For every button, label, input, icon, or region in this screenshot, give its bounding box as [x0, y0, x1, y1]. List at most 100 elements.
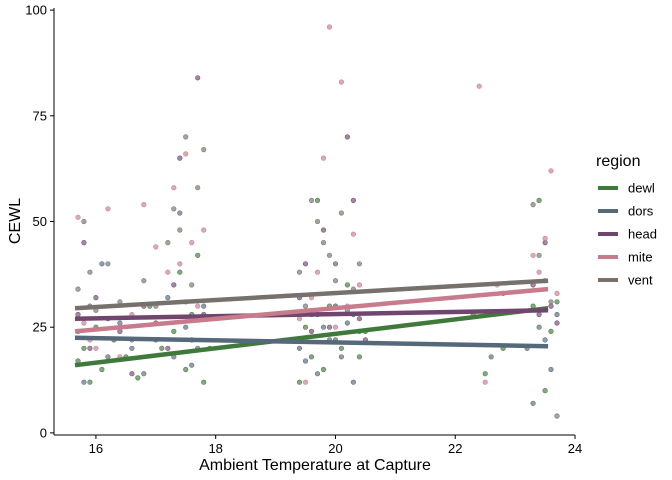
- data-point-dors: [320, 324, 327, 330]
- data-point-vent: [308, 197, 315, 203]
- data-point-vent: [165, 240, 171, 246]
- data-point-dewl: [87, 379, 93, 385]
- legend-title: region: [596, 153, 640, 170]
- data-point-dewl: [296, 379, 303, 385]
- y-tick-label: 25: [33, 320, 47, 335]
- data-point-vent: [536, 252, 542, 258]
- data-point-dewl: [314, 197, 321, 203]
- data-point-dewl: [308, 354, 315, 360]
- data-point-mite: [141, 202, 147, 208]
- data-point-mite: [326, 24, 333, 30]
- data-point-dewl: [159, 345, 165, 351]
- data-point-dewl: [135, 375, 141, 381]
- data-point-dewl: [99, 366, 105, 373]
- data-point-dewl: [536, 197, 542, 203]
- data-point-dewl: [177, 269, 183, 275]
- data-point-head: [548, 303, 554, 309]
- data-point-dors: [117, 320, 123, 326]
- data-point-mite: [201, 227, 207, 233]
- data-point-head: [87, 345, 93, 351]
- trend-lines: [74, 278, 549, 368]
- data-point-vent: [189, 282, 195, 288]
- data-point-dors: [165, 295, 171, 301]
- data-point-vent: [87, 269, 93, 275]
- data-point-dors: [81, 379, 87, 385]
- data-point-mite: [195, 303, 201, 309]
- legend: region dewl dors head mite vent: [596, 153, 657, 288]
- data-point-mite: [93, 345, 99, 351]
- trend-line-mite: [74, 286, 549, 334]
- data-point-vent: [75, 286, 81, 292]
- data-point-mite: [350, 231, 357, 237]
- data-point-vent: [356, 261, 363, 267]
- data-point-dewl: [302, 324, 309, 330]
- data-point-mite: [81, 320, 87, 326]
- data-point-head: [344, 134, 351, 140]
- data-point-dewl: [356, 354, 363, 360]
- data-point-vent: [548, 299, 554, 305]
- data-point-dewl: [171, 328, 177, 335]
- data-point-dors: [314, 371, 321, 377]
- data-point-vent: [302, 303, 309, 309]
- data-point-vent: [320, 240, 327, 246]
- data-point-dewl: [344, 282, 351, 288]
- data-point-head: [195, 75, 201, 81]
- data-point-dewl: [183, 366, 189, 373]
- data-point-dors: [530, 400, 536, 406]
- data-point-dors: [536, 324, 542, 330]
- data-point-mite: [171, 185, 177, 191]
- data-point-mite: [105, 206, 111, 212]
- data-point-vent: [296, 269, 303, 275]
- ticks: 16 18 20 22 24 0 25 50 75 100: [25, 3, 582, 456]
- data-point-dors: [488, 354, 494, 360]
- trend-line-dors: [74, 335, 549, 349]
- data-point-mite: [338, 79, 345, 85]
- trend-line-head: [74, 308, 549, 321]
- data-point-head: [308, 328, 315, 335]
- data-point-dors: [183, 324, 189, 330]
- data-point-mite: [476, 83, 482, 89]
- data-point-dewl: [201, 379, 207, 385]
- data-point-mite: [314, 269, 321, 275]
- data-point-dewl: [320, 366, 327, 373]
- data-point-mite: [548, 168, 554, 174]
- data-point-vent: [183, 134, 189, 140]
- legend-label-dors: dors: [628, 204, 654, 219]
- y-tick-label: 50: [33, 214, 47, 229]
- data-point-head: [93, 295, 99, 301]
- data-point-mite: [482, 379, 488, 385]
- data-point-dors: [344, 320, 351, 326]
- data-point-head: [536, 311, 542, 318]
- data-point-mite: [356, 282, 363, 288]
- x-tick-label: 20: [328, 441, 342, 456]
- data-point-head: [554, 320, 560, 326]
- data-point-head: [177, 155, 183, 161]
- trend-line-vent: [74, 278, 549, 311]
- data-point-mite: [165, 269, 171, 275]
- y-tick-label: 75: [33, 108, 47, 123]
- data-point-head: [165, 345, 171, 351]
- data-point-dewl: [195, 252, 201, 258]
- x-tick-label: 24: [568, 441, 582, 456]
- data-point-head: [302, 261, 309, 267]
- data-point-mite: [302, 379, 309, 385]
- data-point-mite: [75, 214, 81, 220]
- x-tick-label: 16: [89, 441, 103, 456]
- axes: [53, 8, 575, 436]
- data-point-mite: [177, 261, 183, 267]
- data-point-head: [129, 371, 135, 377]
- data-point-vent: [195, 185, 201, 191]
- data-point-mite: [296, 316, 303, 322]
- data-point-dewl: [542, 388, 548, 394]
- data-point-dors: [554, 311, 560, 318]
- data-point-mite: [332, 324, 339, 330]
- data-point-dors: [338, 354, 345, 360]
- data-point-head: [320, 227, 327, 233]
- data-point-head: [75, 311, 81, 318]
- data-point-dors: [548, 366, 554, 373]
- data-point-dors: [296, 345, 303, 351]
- data-point-dors: [189, 362, 195, 368]
- data-point-vent: [314, 218, 321, 225]
- data-point-vent: [177, 227, 183, 233]
